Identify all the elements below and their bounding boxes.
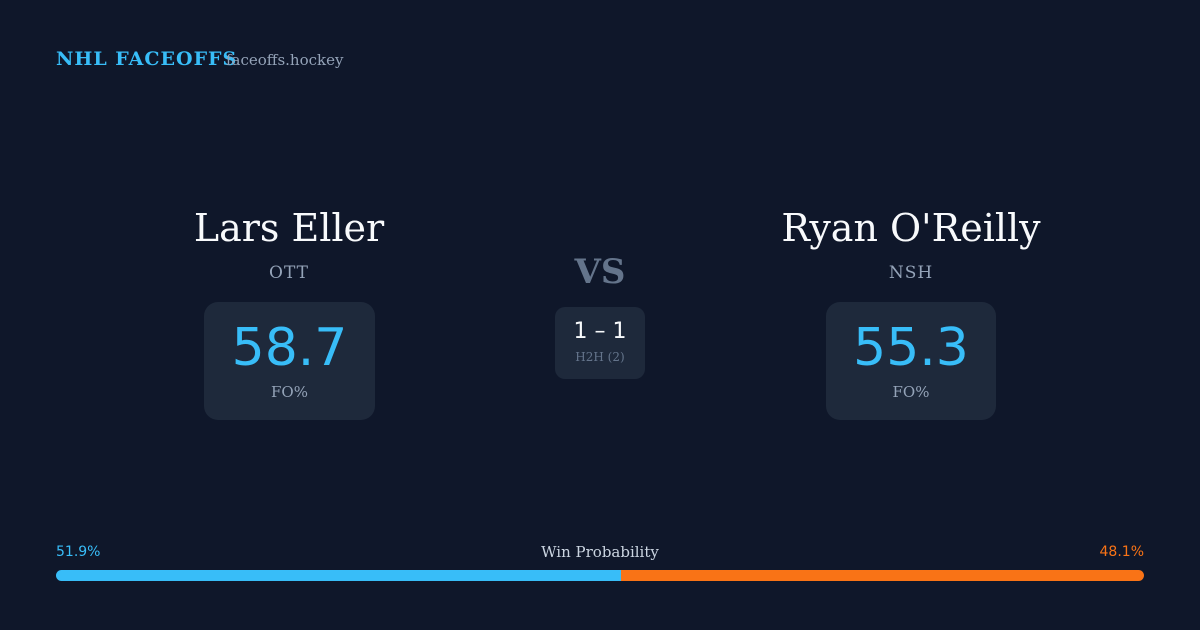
- h2h-card: 1 – 1 H2H (2): [555, 307, 645, 379]
- win-prob-right: 48.1%: [1099, 544, 1144, 560]
- win-prob-bar: [56, 570, 1144, 581]
- stat-card: 55.3 FO%: [826, 302, 996, 420]
- team: NSH: [888, 263, 934, 283]
- player-name: Ryan O'Reilly: [781, 206, 1041, 250]
- fo-label: FO%: [892, 383, 930, 401]
- team: OTT: [269, 263, 309, 283]
- fo-value: 58.7: [231, 318, 348, 378]
- win-prob-label: Win Probability: [541, 543, 659, 561]
- win-prob-segment: [56, 570, 621, 581]
- fo-label: FO%: [271, 383, 308, 401]
- player-name: Lars Eller: [193, 206, 385, 250]
- win-prob-segment: [620, 570, 1144, 581]
- fo-value: 55.3: [853, 318, 969, 378]
- stat-card: 58.7 FO%: [204, 302, 375, 420]
- h2h-score: 1 – 1: [573, 319, 627, 344]
- h2h-label: H2H (2): [575, 350, 625, 364]
- brand: NHL FACEOFFS: [56, 48, 238, 70]
- vs: VS: [574, 252, 626, 292]
- site: faceoffs.hockey: [226, 51, 344, 69]
- win-prob-left: 51.9%: [56, 544, 101, 560]
